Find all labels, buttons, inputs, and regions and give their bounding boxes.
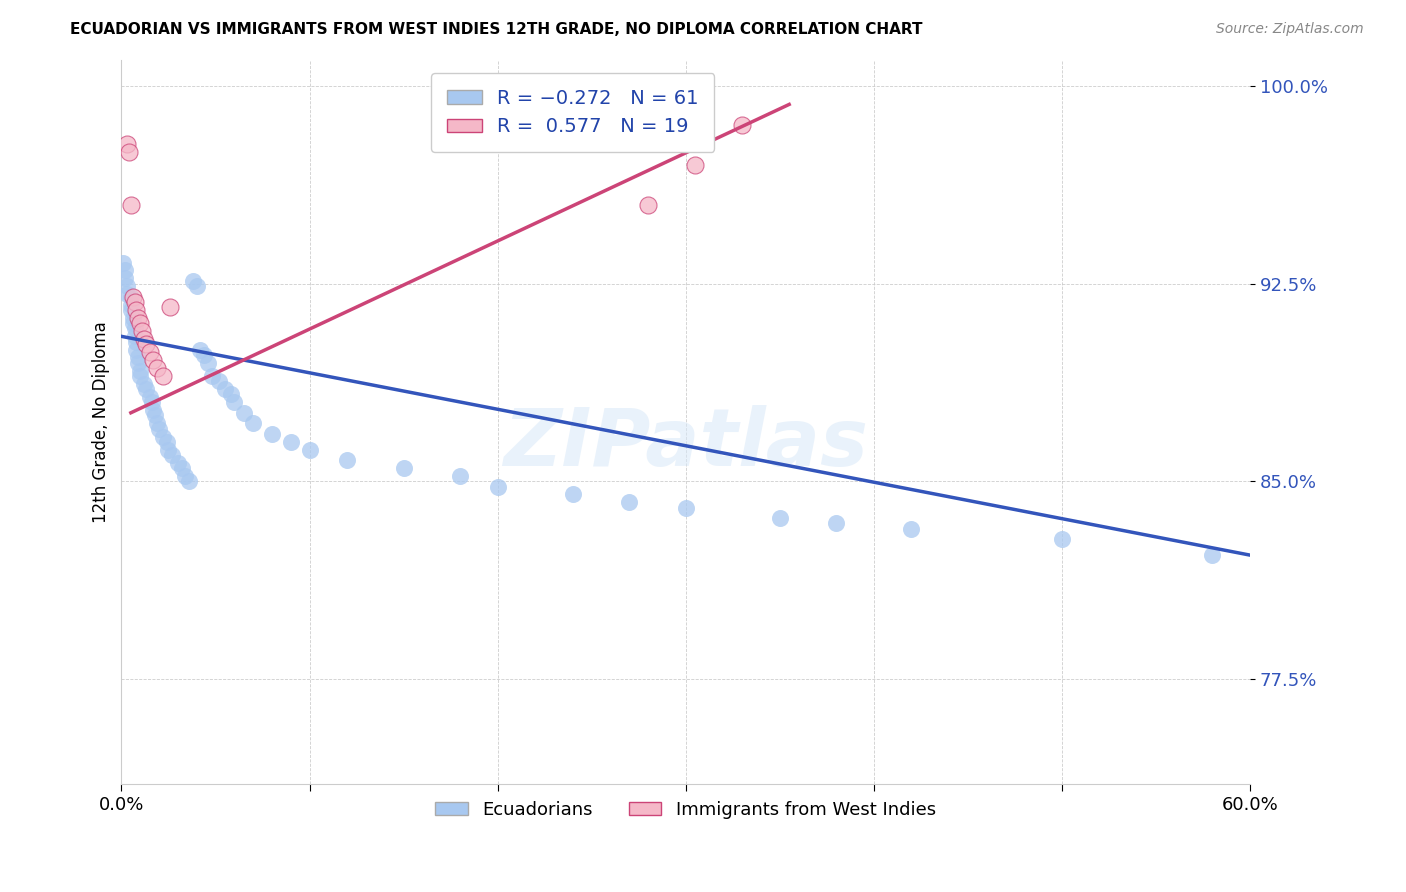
Point [174, 469, 197, 483]
Point [683, 158, 706, 172]
Point [619, 495, 641, 509]
Point [179, 475, 201, 489]
Point [675, 500, 697, 515]
Point [125, 303, 148, 318]
Point [1050, 533, 1073, 547]
Point [197, 356, 219, 370]
Point [124, 329, 146, 343]
Point [127, 356, 149, 370]
Point [167, 456, 190, 470]
Point [637, 197, 659, 211]
Point [120, 197, 142, 211]
Point [190, 343, 212, 357]
Point [152, 429, 174, 443]
Point [121, 310, 143, 325]
Point [152, 368, 174, 383]
Point [129, 368, 152, 383]
Point [193, 348, 215, 362]
Point [170, 461, 193, 475]
Point [127, 310, 149, 325]
Point [143, 409, 166, 423]
Text: ECUADORIAN VS IMMIGRANTS FROM WEST INDIES 12TH GRADE, NO DIPLOMA CORRELATION CHA: ECUADORIAN VS IMMIGRANTS FROM WEST INDIE… [70, 22, 922, 37]
Point [138, 345, 160, 359]
Point [561, 487, 583, 501]
Point [298, 442, 321, 457]
Point [208, 374, 231, 388]
Point [142, 353, 165, 368]
Point [132, 376, 155, 391]
Point [769, 511, 792, 525]
Point [118, 145, 141, 159]
Point [138, 390, 160, 404]
Point [125, 334, 148, 349]
Point [124, 321, 146, 335]
Point [392, 461, 415, 475]
Y-axis label: 12th Grade, No Diploma: 12th Grade, No Diploma [93, 321, 110, 523]
Point [155, 434, 177, 449]
Point [124, 295, 146, 310]
Point [900, 522, 922, 536]
Point [115, 136, 138, 151]
Point [825, 516, 848, 531]
Point [129, 363, 152, 377]
Point [214, 382, 236, 396]
Text: ZIPatlas: ZIPatlas [503, 405, 869, 483]
Point [181, 274, 204, 288]
Point [135, 337, 157, 351]
Point [114, 263, 136, 277]
Point [260, 426, 283, 441]
Point [121, 316, 143, 330]
Point [132, 332, 155, 346]
Point [449, 469, 471, 483]
Point [160, 448, 183, 462]
Point [201, 368, 224, 383]
Point [120, 298, 142, 312]
Point [224, 395, 246, 409]
Point [280, 434, 302, 449]
Point [157, 442, 180, 457]
Point [731, 119, 754, 133]
Point [115, 287, 138, 301]
Point [142, 403, 165, 417]
Point [336, 453, 359, 467]
Text: Source: ZipAtlas.com: Source: ZipAtlas.com [1216, 22, 1364, 37]
Point [186, 279, 208, 293]
Point [486, 480, 509, 494]
Point [219, 387, 242, 401]
Point [112, 255, 135, 269]
Point [115, 279, 138, 293]
Point [127, 351, 149, 365]
Point [129, 316, 152, 330]
Point [159, 301, 181, 315]
Legend: Ecuadorians, Immigrants from West Indies: Ecuadorians, Immigrants from West Indies [429, 794, 943, 826]
Point [114, 271, 136, 285]
Point [120, 303, 142, 318]
Point [242, 417, 264, 431]
Point [146, 417, 169, 431]
Point [131, 324, 153, 338]
Point [1201, 548, 1223, 562]
Point [141, 395, 163, 409]
Point [125, 343, 148, 357]
Point [135, 382, 157, 396]
Point [148, 421, 170, 435]
Point [232, 406, 254, 420]
Point [120, 290, 142, 304]
Point [146, 361, 169, 376]
Point [121, 290, 143, 304]
